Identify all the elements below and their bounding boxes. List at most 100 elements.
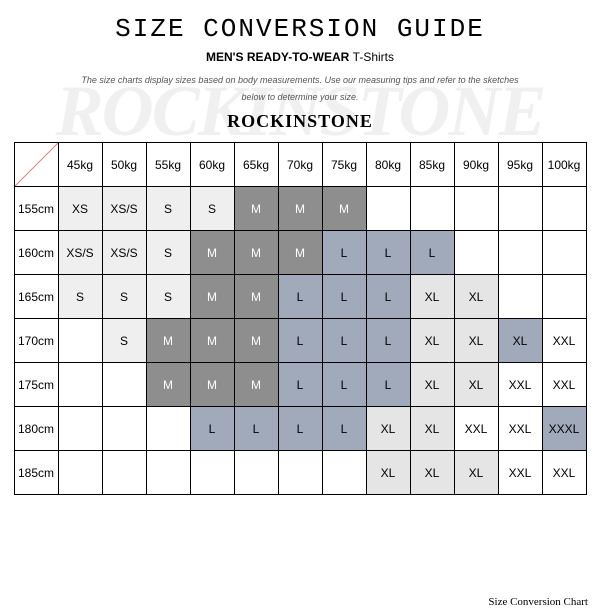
size-cell: L: [322, 407, 366, 451]
description-line2: below to determine your size.: [60, 91, 540, 104]
size-cell: XXL: [542, 319, 586, 363]
size-cell: XL: [498, 319, 542, 363]
size-cell: M: [278, 231, 322, 275]
weight-header: 95kg: [498, 143, 542, 187]
size-cell: L: [366, 363, 410, 407]
size-cell: XXL: [498, 407, 542, 451]
size-cell: L: [366, 319, 410, 363]
size-cell: [58, 451, 102, 495]
size-cell: [542, 231, 586, 275]
table-row: 185cmXLXLXLXXLXXL: [14, 451, 586, 495]
subtitle: MEN'S READY-TO-WEAR T-Shirts: [0, 50, 600, 64]
size-cell: XL: [410, 319, 454, 363]
size-cell: L: [322, 363, 366, 407]
weight-header: 70kg: [278, 143, 322, 187]
size-cell: XL: [410, 363, 454, 407]
size-cell: XL: [366, 407, 410, 451]
size-cell: [454, 231, 498, 275]
weight-header: 50kg: [102, 143, 146, 187]
subtitle-plain: T-Shirts: [353, 50, 394, 64]
size-cell: [58, 407, 102, 451]
weight-header: 60kg: [190, 143, 234, 187]
size-cell: L: [322, 319, 366, 363]
size-cell: M: [146, 363, 190, 407]
weight-header: 45kg: [58, 143, 102, 187]
size-cell: L: [278, 275, 322, 319]
table-row: 180cmLLLLXLXLXXLXXLXXXL: [14, 407, 586, 451]
size-cell: L: [366, 275, 410, 319]
size-cell: XXXL: [542, 407, 586, 451]
size-cell: XL: [454, 319, 498, 363]
size-cell: M: [234, 187, 278, 231]
size-cell: L: [322, 231, 366, 275]
size-cell: L: [278, 363, 322, 407]
size-cell: S: [102, 319, 146, 363]
size-cell: S: [102, 275, 146, 319]
size-cell: XXL: [498, 451, 542, 495]
size-cell: [498, 275, 542, 319]
weight-header: 85kg: [410, 143, 454, 187]
size-cell: L: [410, 231, 454, 275]
size-cell: XL: [366, 451, 410, 495]
size-cell: S: [190, 187, 234, 231]
size-cell: M: [234, 275, 278, 319]
table-row: 155cmXSXS/SSSMMM: [14, 187, 586, 231]
size-cell: XXL: [454, 407, 498, 451]
size-cell: M: [234, 319, 278, 363]
size-cell: [366, 187, 410, 231]
size-cell: M: [234, 231, 278, 275]
size-cell: L: [278, 319, 322, 363]
size-cell: XL: [410, 275, 454, 319]
size-cell: [58, 319, 102, 363]
size-cell: XS/S: [58, 231, 102, 275]
weight-header: 80kg: [366, 143, 410, 187]
size-cell: XL: [410, 451, 454, 495]
weight-header: 65kg: [234, 143, 278, 187]
size-cell: XS/S: [102, 187, 146, 231]
size-cell: [498, 231, 542, 275]
height-label: 165cm: [14, 275, 58, 319]
size-cell: XL: [410, 407, 454, 451]
table-row: 165cmSSSMMLLLXLXL: [14, 275, 586, 319]
weight-header: 75kg: [322, 143, 366, 187]
size-cell: [410, 187, 454, 231]
size-cell: [278, 451, 322, 495]
size-cell: [102, 407, 146, 451]
brand-name: ROCKINSTONE: [0, 111, 600, 132]
subtitle-bold: MEN'S READY-TO-WEAR: [206, 50, 349, 64]
size-cell: L: [322, 275, 366, 319]
size-cell: L: [190, 407, 234, 451]
corner-cell: [14, 143, 58, 187]
size-cell: XL: [454, 451, 498, 495]
size-cell: XXL: [542, 363, 586, 407]
size-cell: S: [146, 187, 190, 231]
size-cell: [190, 451, 234, 495]
description-line1: The size charts display sizes based on b…: [60, 74, 540, 87]
table-row: 170cmSMMMLLLXLXLXLXXL: [14, 319, 586, 363]
size-cell: M: [278, 187, 322, 231]
weight-header: 90kg: [454, 143, 498, 187]
size-cell: XL: [454, 275, 498, 319]
size-cell: [542, 275, 586, 319]
size-cell: [146, 407, 190, 451]
size-cell: L: [366, 231, 410, 275]
size-cell: [322, 451, 366, 495]
size-cell: [454, 187, 498, 231]
size-cell: [498, 187, 542, 231]
size-cell: S: [146, 231, 190, 275]
size-cell: XS: [58, 187, 102, 231]
size-cell: M: [190, 363, 234, 407]
size-cell: XXL: [542, 451, 586, 495]
size-cell: S: [58, 275, 102, 319]
height-label: 175cm: [14, 363, 58, 407]
table-row: 160cmXS/SXS/SSMMMLLL: [14, 231, 586, 275]
size-cell: M: [322, 187, 366, 231]
size-cell: M: [234, 363, 278, 407]
size-cell: L: [278, 407, 322, 451]
size-cell: [58, 363, 102, 407]
size-cell: [146, 451, 190, 495]
weight-header: 100kg: [542, 143, 586, 187]
size-cell: [542, 187, 586, 231]
size-cell: XL: [454, 363, 498, 407]
size-table: 45kg50kg55kg60kg65kg70kg75kg80kg85kg90kg…: [14, 142, 587, 495]
